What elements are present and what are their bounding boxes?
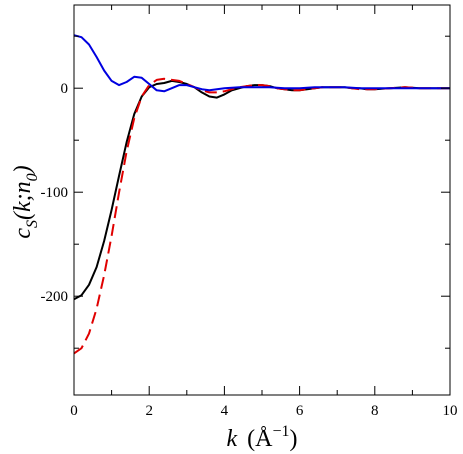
x-axis-unit-exponent: −1 [272,423,289,440]
x-axis-label: k (Å−1) [226,423,297,452]
y-axis-mid: (k;n [10,181,36,220]
y-axis-sub-s: S [24,220,41,228]
series-line-1 [73,79,450,301]
y-axis-main: c [10,228,36,239]
series-line-3 [73,34,450,93]
x-axis-unit: (Å [247,426,273,452]
x-tick-label: 8 [371,403,379,419]
plot-frame [73,4,451,396]
x-axis-unit-close: ) [290,426,298,452]
ticks-layer: 0 2 4 6 8 10 0 -100 -200 [41,5,458,419]
x-axis-var: k [226,426,237,452]
x-tick-label: 0 [70,403,78,419]
x-tick-label: 4 [221,403,229,419]
y-tick-label: -200 [41,289,69,305]
y-tick-label: 0 [61,81,69,97]
y-axis-sub-0: 0 [24,173,41,181]
x-tick-label: 2 [145,403,153,419]
x-tick-label: 6 [296,403,304,419]
series-line-2 [73,77,450,355]
y-axis-label: cS(k;n0) [10,165,41,238]
y-tick-label: -100 [41,185,69,201]
y-axis-end: ) [10,165,36,175]
series-layer [73,34,450,355]
x-tick-label: 10 [443,403,458,419]
